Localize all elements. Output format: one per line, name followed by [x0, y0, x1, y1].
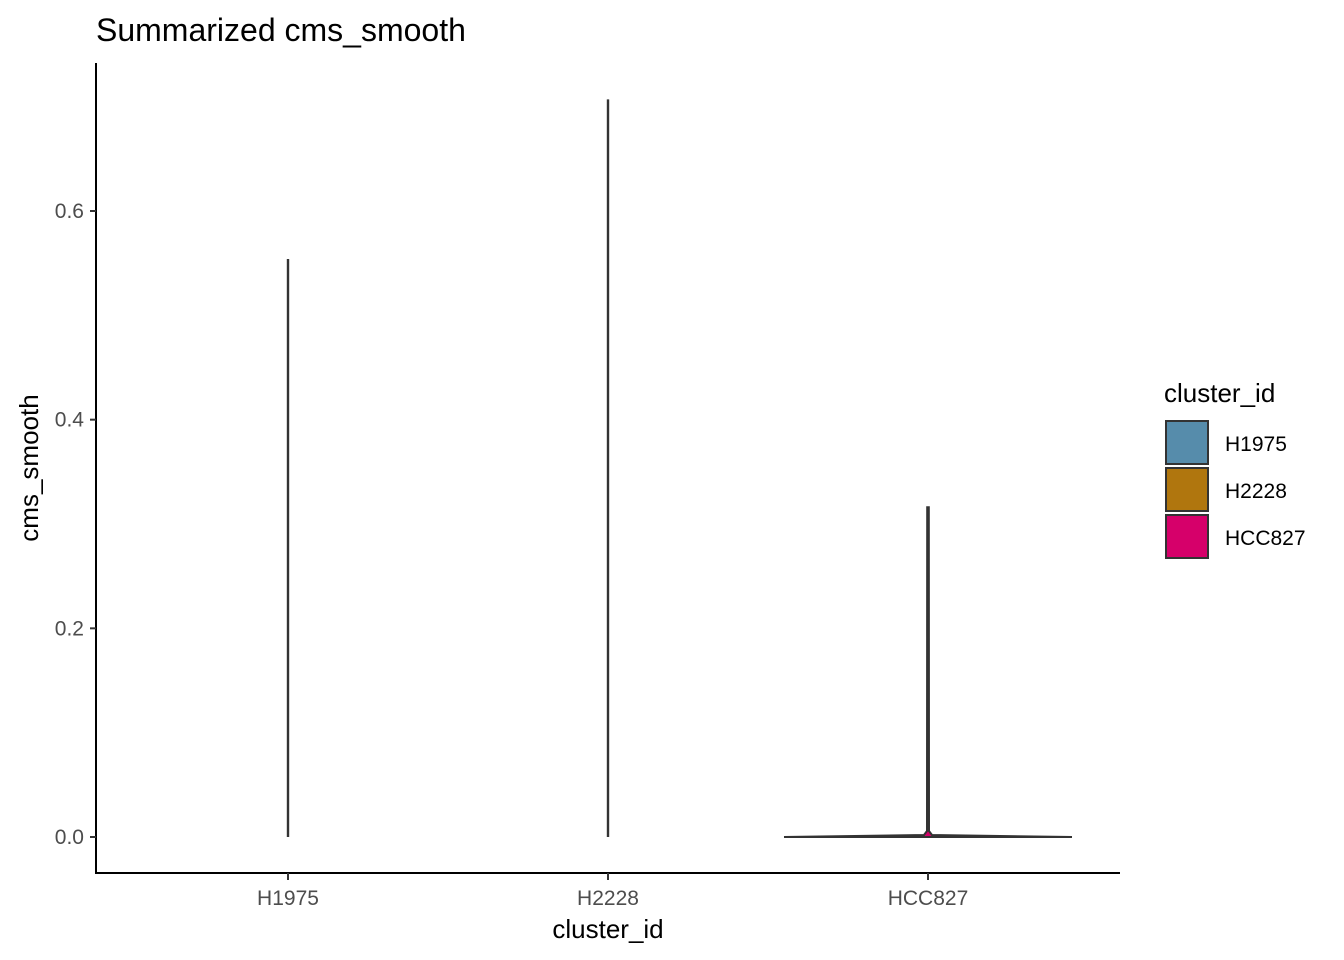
legend-swatch — [1165, 514, 1209, 559]
legend-label: H2228 — [1225, 480, 1287, 503]
violin-hcc827 — [783, 506, 1073, 838]
y-tick-label: 0.0 — [55, 826, 84, 849]
legend-label: HCC827 — [1225, 527, 1306, 550]
legend-swatch — [1165, 467, 1209, 512]
x-tick-label: H1975 — [257, 887, 319, 910]
legend-title: cluster_id — [1164, 378, 1275, 408]
y-tick-label: 0.2 — [55, 617, 84, 640]
violins — [286, 99, 1073, 838]
x-tick-label: HCC827 — [888, 887, 969, 910]
legend-label: H1975 — [1225, 433, 1287, 456]
legend-item: HCC827 — [1165, 514, 1306, 559]
y-axis-title: cms_smooth — [14, 394, 44, 541]
y-ticks: 0.0 0.2 0.4 0.6 — [55, 200, 96, 849]
legend-items: H1975 H2228 HCC827 — [1165, 420, 1306, 559]
y-tick-label: 0.4 — [55, 409, 85, 432]
y-tick-label: 0.6 — [55, 200, 84, 223]
legend-item: H2228 — [1165, 467, 1287, 512]
legend-item: H1975 — [1165, 420, 1287, 465]
x-ticks: H1975 H2228 HCC827 — [257, 873, 968, 910]
legend: cluster_id H1975 H2228 HCC827 — [1164, 378, 1306, 559]
violin-body — [783, 506, 1073, 838]
legend-swatch — [1165, 420, 1209, 465]
x-axis-title: cluster_id — [552, 914, 663, 944]
chart-title: Summarized cms_smooth — [96, 12, 466, 48]
x-tick-label: H2228 — [577, 887, 639, 910]
